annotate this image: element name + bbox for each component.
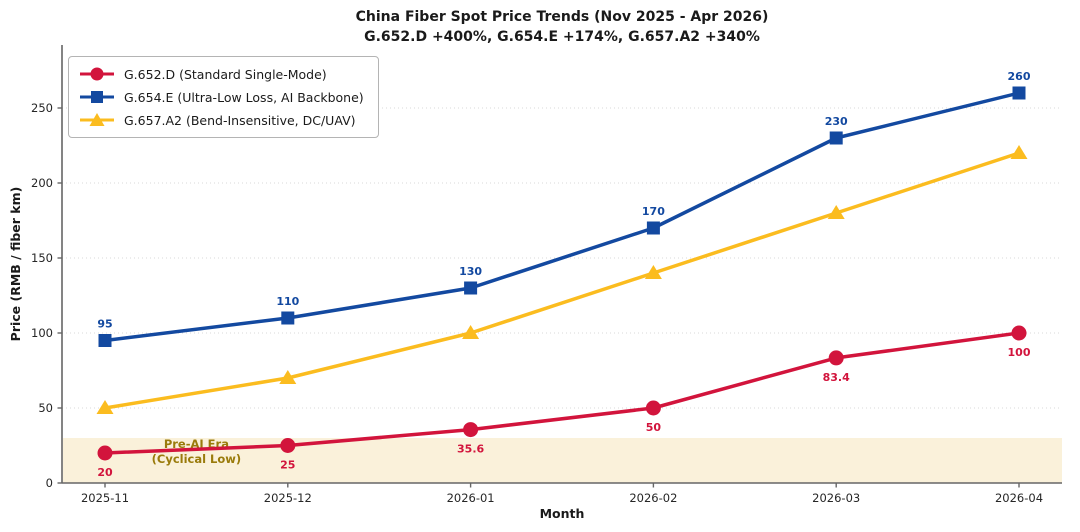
data-point-label: 35.6 (457, 443, 484, 456)
data-point-square (281, 311, 295, 325)
data-point-circle (828, 350, 844, 366)
data-point-square (1012, 86, 1026, 100)
series-line-2 (103, 151, 1021, 410)
legend-label: G.657.A2 (Bend-Insensitive, DC/UAV) (124, 112, 356, 128)
data-point-label: 170 (642, 205, 665, 218)
y-tick-label: 50 (38, 401, 53, 415)
legend-item-0: G.652.D (Standard Single-Mode) (79, 64, 364, 84)
data-point-triangle (1010, 145, 1028, 159)
data-point-label: 130 (459, 265, 482, 278)
data-point-square (646, 221, 660, 235)
data-point-label: 20 (97, 466, 113, 479)
series-line-0 (103, 331, 1021, 455)
data-point-circle (97, 445, 113, 461)
y-tick-label: 200 (31, 176, 53, 190)
data-point-triangle (279, 370, 297, 384)
x-tick-label: 2025-11 (81, 491, 129, 505)
data-point-circle (1011, 325, 1027, 341)
legend-item-2: G.657.A2 (Bend-Insensitive, DC/UAV) (79, 110, 364, 130)
chart-title-block: China Fiber Spot Price Trends (Nov 2025 … (62, 7, 1062, 48)
chart-legend: G.652.D (Standard Single-Mode) G.654.E (U… (68, 56, 379, 138)
y-tick-label: 0 (46, 476, 53, 490)
data-point-label: 83.4 (823, 371, 850, 384)
data-point-label: 100 (1008, 346, 1031, 359)
data-point-label: 25 (280, 459, 295, 472)
y-tick-label: 250 (31, 101, 53, 115)
legend-label: G.652.D (Standard Single-Mode) (124, 66, 327, 82)
pre-ai-era-band (63, 438, 1062, 483)
data-point-label: 260 (1008, 70, 1031, 83)
data-point-label: 230 (825, 115, 848, 128)
triangle-marker-icon (80, 113, 114, 126)
data-point-triangle (827, 205, 845, 219)
data-point-square (829, 131, 843, 145)
x-axis-title: Month (540, 506, 585, 521)
chart-subtitle: G.652.D +400%, G.654.E +174%, G.657.A2 +… (364, 29, 760, 45)
y-tick-label: 100 (31, 326, 53, 340)
circle-marker-icon (80, 67, 114, 81)
data-point-label: 110 (276, 295, 299, 308)
data-point-square (98, 334, 112, 347)
x-tick-label: 2026-02 (629, 491, 677, 505)
data-point-label: 95 (97, 318, 112, 331)
data-point-triangle (96, 400, 114, 414)
data-point-triangle (462, 325, 480, 339)
x-tick-label: 2026-04 (995, 491, 1043, 505)
legend-label: G.654.E (Ultra-Low Loss, AI Backbone) (124, 89, 364, 105)
data-point-triangle (644, 265, 662, 279)
data-point-circle (280, 438, 296, 453)
y-axis-title: Price (RMB / fiber km) (8, 187, 23, 342)
chart-title: China Fiber Spot Price Trends (Nov 2025 … (355, 9, 769, 25)
data-point-circle (645, 400, 661, 416)
y-tick-label: 150 (31, 251, 53, 265)
x-tick-label: 2026-03 (812, 491, 860, 505)
square-marker-icon (80, 91, 114, 103)
series-line-1 (103, 91, 1021, 343)
data-point-label: 50 (646, 421, 662, 434)
legend-item-1: G.654.E (Ultra-Low Loss, AI Backbone) (79, 87, 364, 107)
x-tick-label: 2026-01 (447, 491, 495, 505)
data-point-circle (463, 422, 479, 438)
x-tick-label: 2025-12 (264, 491, 312, 505)
data-point-square (464, 281, 478, 295)
